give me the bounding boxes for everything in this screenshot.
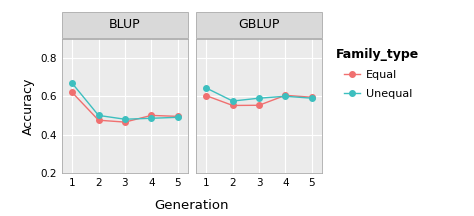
Legend: Equal, Unequal: Equal, Unequal — [333, 44, 423, 102]
Text: Generation: Generation — [155, 199, 229, 212]
Y-axis label: Accuracy: Accuracy — [22, 77, 35, 135]
Text: BLUP: BLUP — [109, 18, 141, 31]
Text: GBLUP: GBLUP — [238, 18, 280, 31]
